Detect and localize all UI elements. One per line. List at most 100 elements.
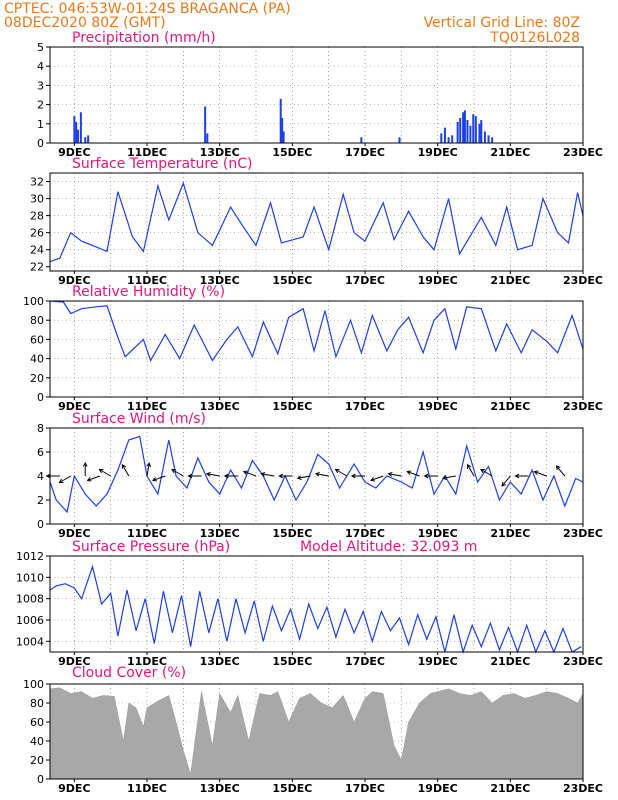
humidity-xtick-label: 19DEC <box>418 400 458 413</box>
humidity-xtick-label: 9DEC <box>58 400 90 413</box>
precip-panel: 0 1 2 3 4 5 9DEC 11DEC 13DEC 15DEC 17DEC 19DEC 21DEC… <box>37 41 603 159</box>
wind-arrow-head <box>171 468 177 474</box>
wind-arrow-shaft <box>480 469 493 477</box>
humidity-panel: 0 20 40 60 80 100 9DEC 11DEC 13DEC 15DEC 17DEC 19DE… <box>23 295 603 413</box>
precip-bar <box>443 127 446 143</box>
wind-ytick-label: 8 <box>37 422 44 435</box>
wind-arrow <box>82 461 88 476</box>
temp-panel: 22 24 26 28 30 32 9DEC 11DEC 13DEC 15DEC 17DEC 19DE… <box>30 172 603 287</box>
temp-frame <box>49 172 584 272</box>
cloud-xtick-label: 21DEC <box>490 782 530 795</box>
wind-xtick-label: 21DEC <box>490 527 530 540</box>
humidity-xtick-label: 15DEC <box>272 400 312 413</box>
precip-xtick-label: 9DEC <box>58 146 90 159</box>
wind-arrow-head <box>151 477 157 482</box>
wind-arrow-shaft <box>243 471 257 477</box>
wind-arrow-shaft <box>87 475 100 481</box>
pressure-xtick-label: 19DEC <box>418 655 458 668</box>
pressure-xtick-label: 13DEC <box>200 655 240 668</box>
precip-bar <box>84 137 87 143</box>
temp-xtick-label: 13DEC <box>200 274 240 287</box>
temp-xtick-label: 19DEC <box>418 274 458 287</box>
wind-ytick-label: 0 <box>37 518 44 531</box>
humidity-xtick-label: 13DEC <box>200 400 240 413</box>
temp-ytick-label: 32 <box>30 176 44 189</box>
pressure-ytick-label: 1008 <box>16 593 44 606</box>
pressure-ytick-label: 1006 <box>16 614 44 627</box>
model-altitude: Model Altitude: 32.093 m <box>300 539 477 555</box>
humidity-ytick-label: 100 <box>23 295 44 308</box>
wind-arrow-shaft <box>261 473 275 477</box>
cloud-area <box>49 687 584 780</box>
wind-arrow-shaft <box>501 475 511 487</box>
temp-ytick-label: 22 <box>30 261 44 274</box>
wind-arrow-shaft <box>152 475 166 481</box>
header-run-time: 08DEC2020 80Z (GMT) <box>4 15 166 31</box>
precip-ytick-label: 2 <box>37 99 44 112</box>
wind-arrow-head <box>296 475 302 481</box>
cloud-ytick-label: 80 <box>30 697 44 710</box>
wind-frame <box>49 427 584 525</box>
cloud-ytick-label: 40 <box>30 735 44 748</box>
wind-arrow-shaft <box>59 475 71 483</box>
humidity-frame <box>49 300 584 398</box>
wind-arrow-shaft <box>99 469 111 477</box>
cloud-xtick-label: 15DEC <box>272 782 312 795</box>
wind-arrow-head <box>121 463 127 469</box>
precip-xtick-label: 23DEC <box>563 146 603 159</box>
wind-arrow-shaft <box>534 471 547 477</box>
pressure-ytick-label: 1004 <box>16 635 44 648</box>
wind-arrow-head <box>260 471 266 477</box>
temp-xtick-label: 17DEC <box>345 274 385 287</box>
precip-title: Precipitation (mm/h) <box>72 30 216 46</box>
wind-arrow <box>514 473 529 479</box>
wind-arrow <box>223 473 238 479</box>
humidity-xtick-label: 17DEC <box>345 400 385 413</box>
precip-bar <box>459 118 462 143</box>
wind-arrow-shaft <box>315 473 329 477</box>
wind-arrow-shaft <box>206 473 220 477</box>
precip-bar <box>447 137 450 143</box>
precip-bar <box>87 135 90 143</box>
precip-bar <box>75 121 78 143</box>
cloud-ytick-label: 100 <box>23 678 44 691</box>
wind-xtick-label: 9DEC <box>58 527 90 540</box>
precip-bar <box>462 112 465 143</box>
precip-frame <box>49 46 584 144</box>
precip-bar <box>76 129 79 143</box>
wind-arrow <box>260 471 275 477</box>
precip-xtick-label: 11DEC <box>127 146 167 159</box>
wind-arrow-shaft <box>467 464 475 477</box>
wind-arrow-head <box>369 477 375 482</box>
precip-bar <box>480 119 483 143</box>
wind-arrow-head <box>146 462 152 468</box>
temp-series-line <box>49 181 584 263</box>
precip-bar <box>474 116 477 143</box>
wind-arrow <box>387 471 402 477</box>
wind-arrow-head <box>242 470 248 475</box>
cloud-xtick-label: 9DEC <box>58 782 90 795</box>
header-station: CPTEC: 046:53W-01:24S BRAGANCA (PA) <box>4 1 291 17</box>
pressure-xtick-label: 11DEC <box>127 655 167 668</box>
wind-arrow-shaft <box>556 465 566 477</box>
wind-arrow <box>146 462 152 477</box>
pressure-ytick-label: 1010 <box>16 571 44 584</box>
temp-xtick-label: 9DEC <box>58 274 90 287</box>
humidity-ytick-label: 40 <box>30 353 44 366</box>
wind-arrow <box>480 468 493 477</box>
wind-arrow-shaft <box>388 473 402 477</box>
wind-arrow-head <box>406 470 412 475</box>
wind-arrow-shaft <box>407 471 420 477</box>
wind-arrow-head <box>387 471 393 477</box>
wind-arrow <box>369 475 384 482</box>
precip-bar <box>440 133 443 143</box>
cloud-title: Cloud Cover (%) <box>72 665 186 681</box>
wind-arrow-head <box>314 471 320 477</box>
temp-ytick-label: 24 <box>30 244 44 257</box>
precip-bar <box>491 137 494 143</box>
humidity-ytick-label: 0 <box>37 391 44 404</box>
wind-arrow-shaft <box>370 475 384 481</box>
wind-arrow-head <box>58 478 64 484</box>
precip-ytick-label: 5 <box>37 41 44 54</box>
